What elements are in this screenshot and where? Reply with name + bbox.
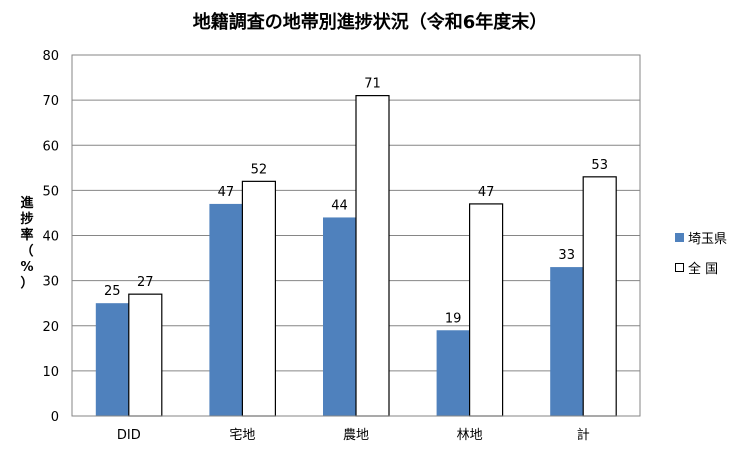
data-label: 71 xyxy=(364,77,381,92)
x-axis-categories: DID 宅地 農地 林地 計 xyxy=(117,427,590,443)
data-label: 19 xyxy=(445,311,462,326)
y-tick-label: 10 xyxy=(42,365,59,380)
data-label: 53 xyxy=(591,158,608,173)
y-tick-label: 40 xyxy=(42,230,59,245)
data-label: 47 xyxy=(218,185,235,200)
bar xyxy=(469,203,504,417)
y-tick-label: 70 xyxy=(42,94,59,109)
y-tick-label: 50 xyxy=(42,184,59,199)
legend-label-saitama: 埼玉県 xyxy=(688,231,728,247)
bar xyxy=(209,203,243,416)
bar xyxy=(241,180,276,417)
bar xyxy=(355,95,390,417)
bars xyxy=(95,95,617,417)
legend-label-national: 全 国 xyxy=(688,261,719,277)
legend-swatch-national xyxy=(675,262,684,272)
x-tick-label: DID xyxy=(117,428,141,443)
y-tick-label: 0 xyxy=(51,410,59,425)
legend-swatch-saitama xyxy=(675,232,684,242)
y-axis-label-char: 捗 xyxy=(20,212,34,227)
data-label: 47 xyxy=(478,185,495,200)
legend-item-national: 全 国 xyxy=(675,258,727,277)
x-tick-label: 農地 xyxy=(343,428,369,443)
y-axis-label: 進捗率（%） xyxy=(16,196,38,292)
data-label: 44 xyxy=(331,198,348,213)
y-axis-label-char: 率 xyxy=(20,228,34,243)
bar xyxy=(436,330,470,416)
y-axis-label-char: 進 xyxy=(20,196,34,211)
bar xyxy=(128,293,163,417)
y-axis-ticks: 0 10 20 30 40 50 60 70 80 xyxy=(42,49,59,425)
y-tick-label: 80 xyxy=(42,49,59,64)
y-tick-label: 30 xyxy=(42,275,59,290)
x-tick-label: 計 xyxy=(577,427,590,443)
data-label: 52 xyxy=(251,162,268,177)
data-label: 27 xyxy=(137,275,154,290)
y-tick-label: 60 xyxy=(42,139,59,154)
bar xyxy=(582,176,617,417)
y-tick-label: 20 xyxy=(42,320,59,335)
chart-title: 地籍調査の地帯別進捗状況（令和6年度末） xyxy=(192,12,548,33)
plot-frame xyxy=(71,54,641,417)
x-tick-label: 林地 xyxy=(457,428,483,443)
legend: 埼玉県 全 国 xyxy=(675,228,727,288)
data-label: 33 xyxy=(558,248,575,263)
y-axis-label-char: ） xyxy=(20,276,34,291)
bar xyxy=(550,267,584,416)
data-label: 25 xyxy=(104,284,121,299)
legend-item-saitama: 埼玉県 xyxy=(675,228,728,247)
y-axis-label-char: % xyxy=(20,260,34,275)
bar xyxy=(323,217,356,416)
x-tick-label: 宅地 xyxy=(229,428,255,443)
y-axis-label-char: （ xyxy=(20,244,34,259)
data-labels: 25 27 47 52 44 71 19 47 33 53 xyxy=(104,77,608,327)
bar xyxy=(95,303,129,416)
